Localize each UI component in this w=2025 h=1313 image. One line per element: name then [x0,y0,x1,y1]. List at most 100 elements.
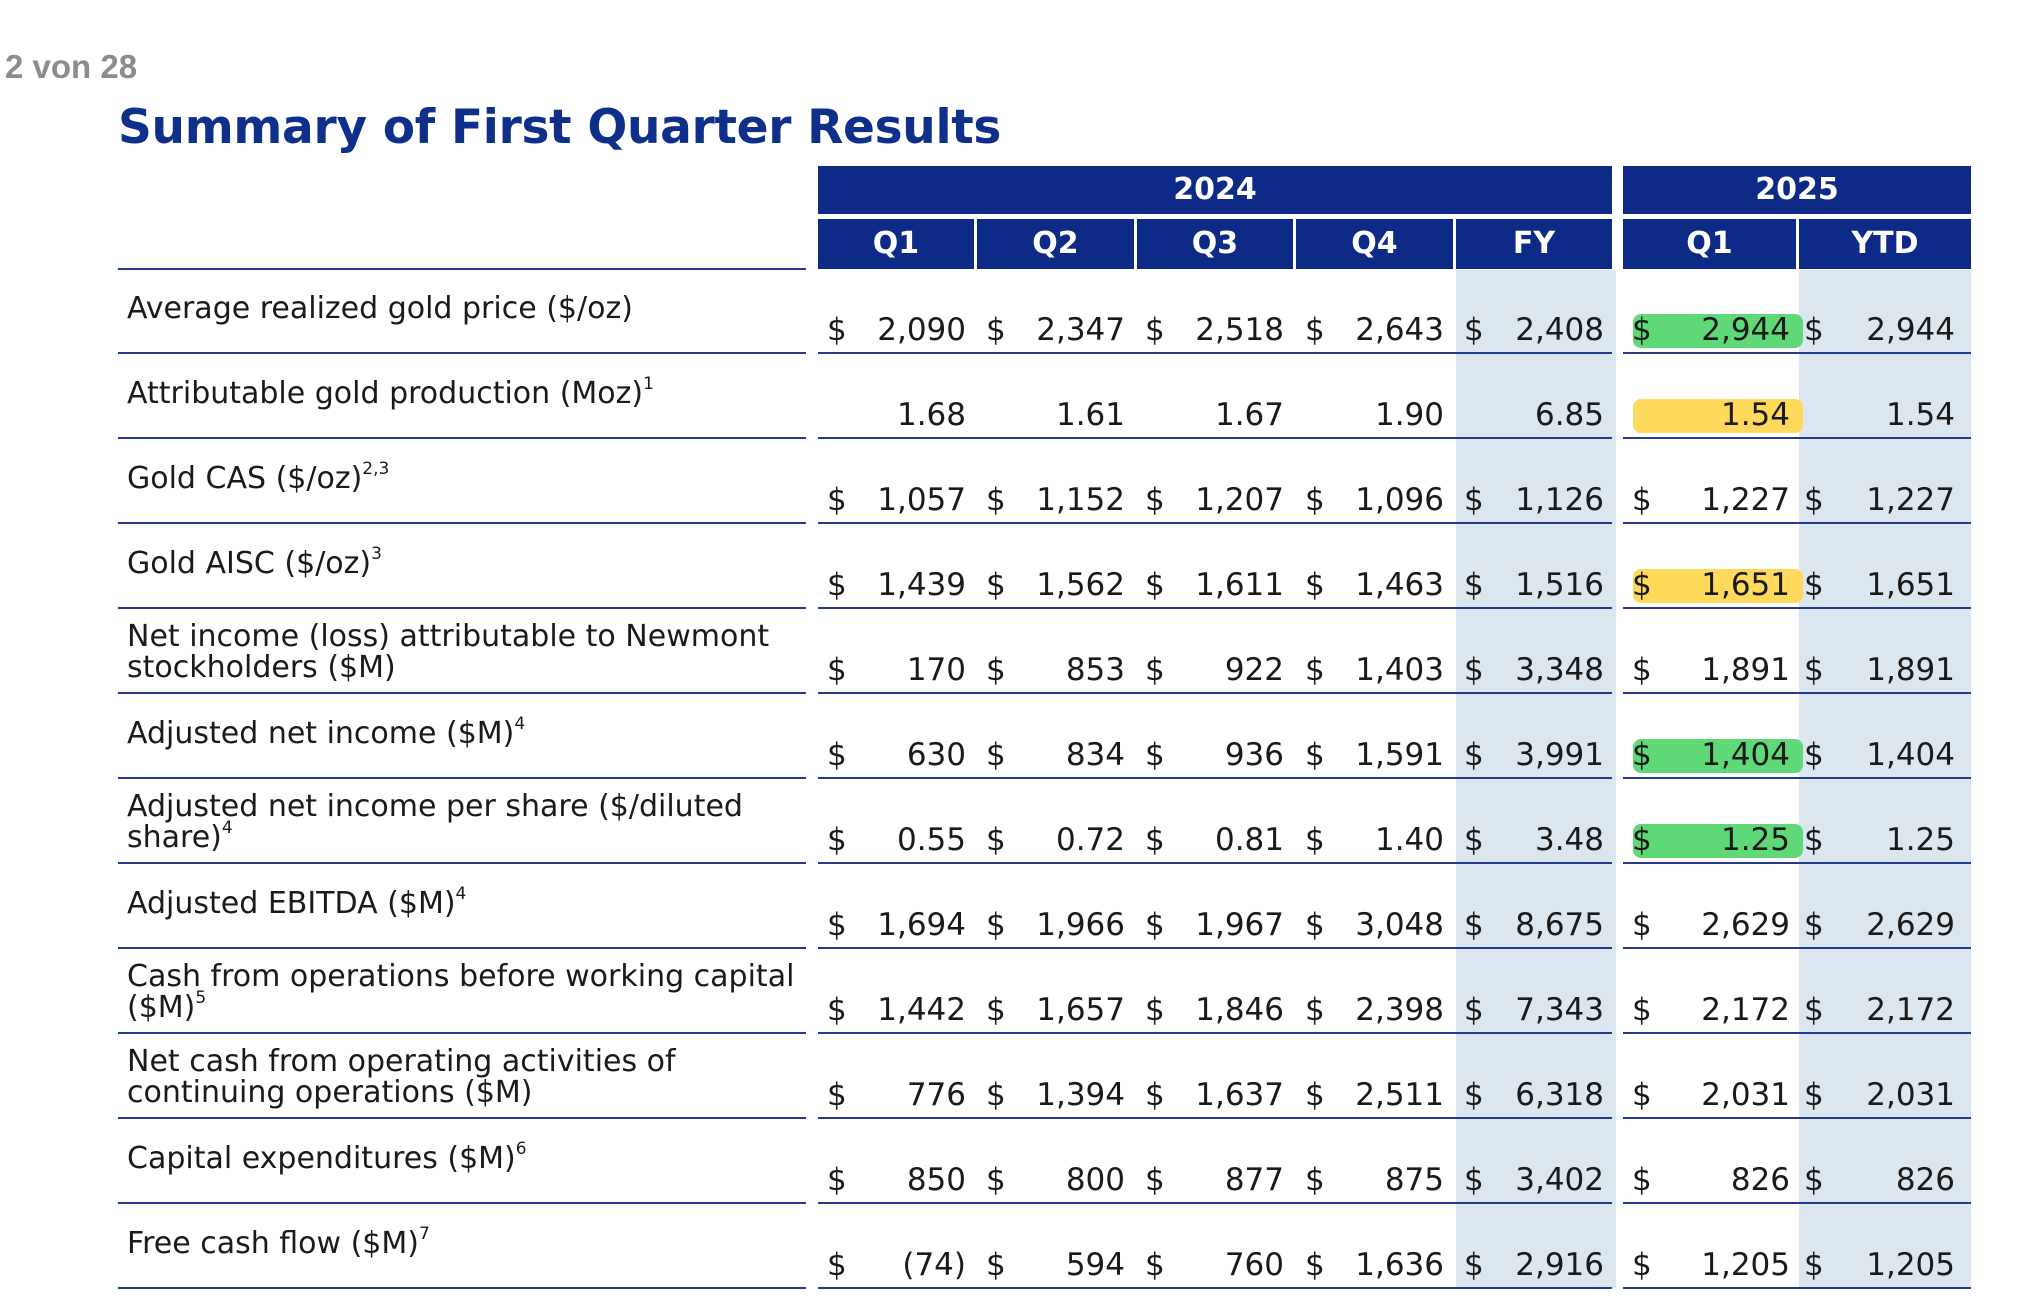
row-label: Gold AISC ($/oz)3 [127,546,807,580]
row-label-text: Adjusted net income per share ($/diluted… [127,789,743,855]
dollar-sign: $ [827,1077,847,1113]
footnote-marker: 4 [514,714,526,734]
dollar-sign: $ [1464,1162,1484,1198]
cell-2025-ytd: 1.54 [1885,397,1955,433]
dollar-sign: $ [1305,652,1325,688]
row-label: Adjusted net income ($M)4 [127,716,807,750]
row-label-text: Net income (loss) attributable to Newmon… [127,619,770,685]
dollar-sign: $ [827,1162,847,1198]
cell-2025-ytd: 826 [1895,1162,1955,1198]
dollar-sign: $ [1632,312,1652,348]
dollar-sign: $ [1804,652,1824,688]
cell-2025-ytd: 1,227 [1866,482,1955,518]
dollar-sign: $ [986,567,1006,603]
row-divider [818,1287,1612,1289]
cell-2024-fy: 7,343 [1515,992,1604,1028]
cell-2024-q2: 800 [1065,1162,1125,1198]
cell-2024-q2: 0.72 [1055,822,1125,858]
cell-2024-fy: 3.48 [1534,822,1604,858]
cell-2024-q3: 0.81 [1214,822,1284,858]
dollar-sign: $ [1464,1077,1484,1113]
footnote-marker: 7 [418,1224,430,1244]
cell-2024-q1: 776 [906,1077,966,1113]
row-divider [1623,1287,1971,1289]
dollar-sign: $ [986,312,1006,348]
dollar-sign: $ [986,1077,1006,1113]
dollar-sign: $ [986,1162,1006,1198]
dollar-sign: $ [827,312,847,348]
dollar-sign: $ [1804,482,1824,518]
dollar-sign: $ [1632,1077,1652,1113]
footnote-marker: 1 [643,374,654,394]
column-header-2024-fy: FY [1456,219,1612,269]
row-label: Gold CAS ($/oz)2,3 [127,461,807,495]
row-divider [818,692,1612,694]
cell-2025-ytd: 2,172 [1866,992,1955,1028]
dollar-sign: $ [1632,1162,1652,1198]
row-divider [1623,522,1971,524]
cell-2024-q1: 0.55 [896,822,966,858]
cell-2024-fy: 3,991 [1515,737,1604,773]
row-divider [118,862,806,864]
dollar-sign: $ [827,907,847,943]
cell-2024-q1: 1,057 [877,482,966,518]
row-divider [818,437,1612,439]
cell-2024-q3: 936 [1224,737,1284,773]
dollar-sign: $ [1464,652,1484,688]
row-divider [1623,692,1971,694]
row-label: Net income (loss) attributable to Newmon… [127,621,807,683]
dollar-sign: $ [1632,567,1652,603]
dollar-sign: $ [827,567,847,603]
footnote-marker: 4 [221,818,233,838]
column-header-2024-q4: Q4 [1296,219,1453,269]
cell-2024-q2: 834 [1065,737,1125,773]
dollar-sign: $ [1632,1247,1652,1283]
cell-2025-q1: 1,404 [1701,737,1790,773]
value-highlight-yellow [1633,569,1803,603]
cell-2024-q4: 1.90 [1374,397,1444,433]
dollar-sign: $ [986,907,1006,943]
dollar-sign: $ [1305,312,1325,348]
dollar-sign: $ [1145,822,1165,858]
value-highlight-green [1633,824,1803,858]
cell-2024-fy: 2,916 [1515,1247,1604,1283]
cell-2024-q1: 1,694 [877,907,966,943]
cell-2024-q4: 1,591 [1355,737,1444,773]
footnote-marker: 5 [195,988,207,1008]
cell-2024-q4: 875 [1384,1162,1444,1198]
row-divider [1623,862,1971,864]
cell-2024-q4: 1,463 [1355,567,1444,603]
cell-2024-q3: 760 [1224,1247,1284,1283]
row-divider [818,777,1612,779]
footnote-marker: 6 [515,1139,527,1159]
row-label-text: Cash from operations before working capi… [127,959,795,1025]
row-divider [818,607,1612,609]
row-divider [118,947,806,949]
cell-2024-q1: (74) [902,1247,966,1283]
row-divider [118,692,806,694]
row-divider [118,1287,806,1289]
cell-2025-q1: 1,227 [1701,482,1790,518]
cell-2025-ytd: 1,651 [1866,567,1955,603]
cell-2024-fy: 6,318 [1515,1077,1604,1113]
cell-2025-ytd: 2,629 [1866,907,1955,943]
cell-2025-q1: 1.25 [1720,822,1790,858]
dollar-sign: $ [986,652,1006,688]
row-divider [1623,947,1971,949]
dollar-sign: $ [827,482,847,518]
cell-2024-fy: 1,126 [1515,482,1604,518]
dollar-sign: $ [1145,737,1165,773]
column-header-2024-q2: Q2 [977,219,1134,269]
dollar-sign: $ [986,737,1006,773]
footnote-marker: 2,3 [362,459,390,479]
row-divider [118,1032,806,1034]
row-label-text: Free cash flow ($M) [127,1226,419,1261]
cell-2024-q2: 1,966 [1036,907,1125,943]
dollar-sign: $ [1804,992,1824,1028]
dollar-sign: $ [1464,992,1484,1028]
row-divider [118,437,806,439]
row-label: Free cash flow ($M)7 [127,1226,807,1261]
cell-2024-q4: 2,511 [1355,1077,1444,1113]
cell-2024-q2: 2,347 [1036,312,1125,348]
dollar-sign: $ [1464,1247,1484,1283]
